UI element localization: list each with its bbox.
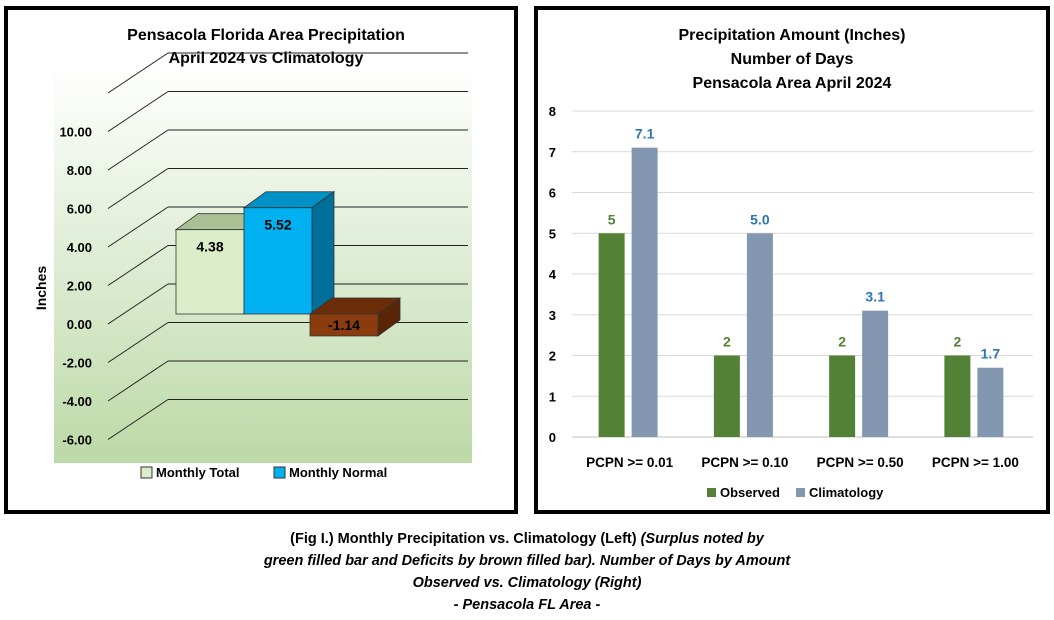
monthly-normal-bar-side (311, 190, 335, 315)
left-gridline-diag (107, 322, 169, 363)
observed-bar (944, 355, 971, 437)
climatology-bar (862, 310, 889, 437)
legend-swatch-climatology (796, 488, 805, 497)
climatology-bar (977, 367, 1004, 437)
figure-caption: (Fig I.) Monthly Precipitation vs. Clima… (0, 528, 1054, 616)
right-legend: Observed Climatology (707, 485, 884, 500)
legend-label-observed: Observed (720, 485, 780, 500)
caption-line3: Observed vs. Climatology (Right) (412, 575, 642, 591)
left-gridline-diag (107, 168, 169, 209)
observed-bar (713, 355, 740, 437)
right-y-tick-label: 1 (549, 389, 556, 404)
legend-swatch-monthly-normal (273, 466, 286, 479)
monthly-normal-bar-front (243, 207, 313, 315)
right-y-tick-label: 8 (549, 104, 556, 119)
left-gridline-diag (107, 283, 169, 325)
left-chart-title: Pensacola Florida Area Precipitation (127, 27, 405, 44)
left-legend: Monthly Total Monthly Normal (140, 465, 387, 480)
right-x-tick-label: PCPN >= 0.10 (701, 455, 788, 470)
right-chart-subtitle: Number of Days (731, 51, 854, 68)
observed-data-label: 5 (608, 211, 616, 227)
observed-data-label: 2 (723, 334, 731, 350)
right-x-tick-label: PCPN >= 0.01 (586, 455, 674, 470)
observed-bar (598, 233, 625, 437)
climatology-bar (631, 147, 658, 438)
left-y-tick-label: 10.00 (59, 125, 92, 140)
left-gridline-diag (107, 129, 169, 171)
monthly-total-bar-label: 4.38 (196, 239, 223, 255)
left-gridline-diag (107, 52, 169, 94)
climatology-data-label: 3.1 (865, 289, 885, 305)
observed-bar (829, 355, 856, 437)
left-y-tick-label: 8.00 (67, 163, 92, 178)
right-y-tick-label: 3 (549, 308, 556, 323)
left-y-tick-label: -4.00 (62, 394, 92, 409)
departure-bar-label: -1.14 (328, 317, 360, 333)
observed-data-label: 2 (838, 334, 846, 350)
right-y-tick-label: 5 (549, 226, 556, 241)
left-chart-subtitle: April 2024 vs Climatology (169, 50, 364, 67)
left-y-tick-label: -2.00 (62, 356, 92, 371)
legend-label-climatology: Climatology (809, 485, 884, 500)
caption-line1-b: (Surplus noted by (640, 531, 764, 547)
right-y-tick-label: 7 (549, 145, 556, 160)
left-chart-panel: Pensacola Florida Area Precipitation Apri… (4, 6, 518, 514)
left-chart: Pensacola Florida Area Precipitation Apri… (33, 27, 472, 480)
observed-data-label: 2 (953, 334, 961, 350)
legend-swatch-observed (707, 488, 716, 497)
left-gridline-diag (107, 360, 169, 402)
right-chart-title: Precipitation Amount (Inches) (679, 27, 906, 44)
right-y-tick-label: 6 (549, 186, 556, 201)
climatology-data-label: 5.0 (750, 211, 770, 227)
monthly-normal-bar: 5.52 (242, 190, 336, 315)
monthly-normal-bar-label: 5.52 (264, 217, 291, 233)
right-chart-panel: Precipitation Amount (Inches) Number of D… (534, 6, 1050, 514)
left-gridline-diag (107, 399, 169, 440)
departure-bar-front (309, 313, 379, 337)
legend-label-monthly-normal: Monthly Normal (289, 465, 387, 480)
left-y-tick-label: 6.00 (67, 202, 92, 217)
left-y-tick-label: 2.00 (67, 279, 92, 294)
caption-line4: - Pensacola FL Area - (453, 597, 601, 613)
right-y-tick-label: 2 (549, 349, 556, 364)
legend-swatch-monthly-total (140, 466, 153, 479)
left-y-axis-label: Inches (33, 266, 49, 311)
left-gridline-diag (107, 206, 169, 248)
climatology-data-label: 1.7 (981, 346, 1001, 362)
right-x-tick-label: PCPN >= 0.50 (817, 455, 904, 470)
legend-label-monthly-total: Monthly Total (156, 465, 240, 480)
departure-bar: -1.14 (308, 297, 402, 337)
climatology-bar (746, 233, 773, 437)
right-y-tick-label: 4 (549, 267, 557, 282)
left-y-tick-label: 4.00 (67, 240, 92, 255)
left-y-tick-label: 0.00 (67, 317, 92, 332)
right-chart-subtitle2: Pensacola Area April 2024 (693, 75, 892, 92)
left-y-tick-label: -6.00 (62, 433, 92, 448)
climatology-data-label: 7.1 (635, 126, 655, 142)
caption-line1-a: (Fig I.) Monthly Precipitation vs. Clima… (290, 531, 641, 547)
left-gridline-diag (107, 91, 169, 132)
caption-line2: green filled bar and Deficits by brown f… (263, 553, 791, 569)
right-chart: Precipitation Amount (Inches) Number of D… (549, 27, 1033, 500)
right-x-tick-label: PCPN >= 1.00 (932, 455, 1019, 470)
left-gridline-diag (107, 245, 169, 286)
right-y-tick-label: 0 (549, 430, 556, 445)
